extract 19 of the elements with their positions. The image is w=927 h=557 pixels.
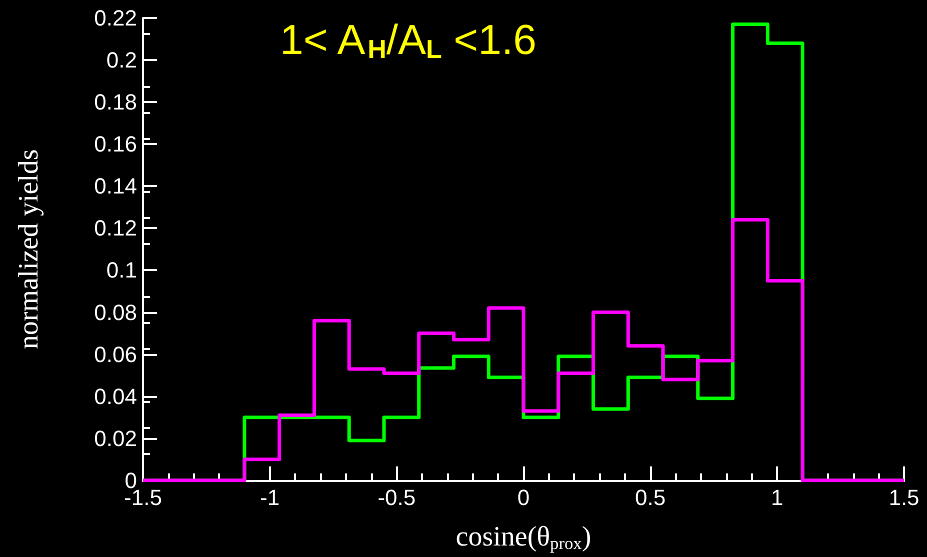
y-tick-label: 0.08 <box>94 300 137 325</box>
x-tick-label: 1.5 <box>888 484 920 510</box>
y-tick-label: 0.16 <box>94 132 137 157</box>
y-tick-label: 0.18 <box>94 90 137 115</box>
y-tick-label: 0.04 <box>94 384 137 409</box>
y-tick-label: 0.12 <box>94 216 137 241</box>
y-tick-label: 0.22 <box>94 6 137 30</box>
x-axis-title: cosine(θprox) <box>456 522 592 553</box>
y-axis-title: normalized yields <box>14 149 44 350</box>
x-tick-label: -1 <box>260 484 280 510</box>
x-tick-label: -0.5 <box>378 484 416 510</box>
x-tick-label: 0.5 <box>635 484 666 510</box>
x-tick-label: 0 <box>517 484 530 510</box>
y-tick-label: 0.1 <box>106 258 137 283</box>
y-tick-label: 0.14 <box>94 174 137 199</box>
x-tick-label: 1 <box>771 484 784 510</box>
y-tick-label: 0.02 <box>94 426 137 451</box>
y-tick-label: 0.2 <box>106 48 137 73</box>
y-tick-label: 0.06 <box>94 342 137 367</box>
